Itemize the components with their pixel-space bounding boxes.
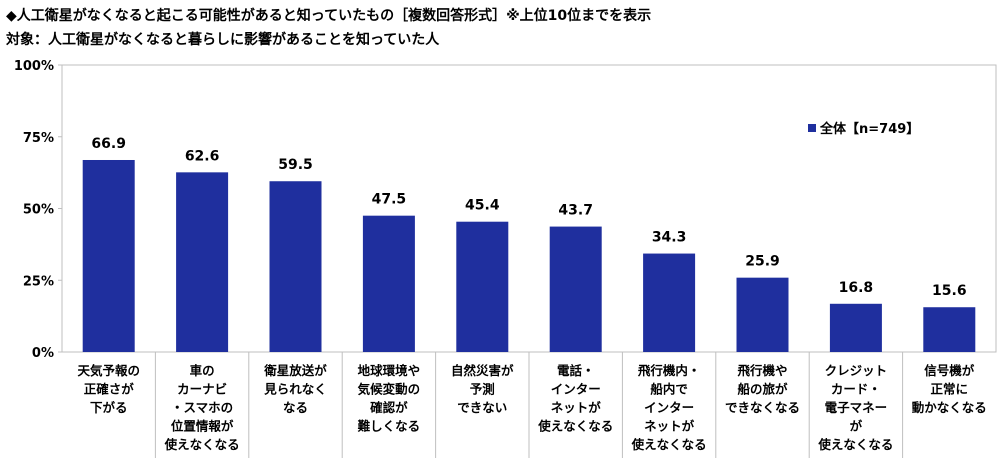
x-tick-label: 下がる xyxy=(90,400,128,415)
x-tick-label: できなくなる xyxy=(725,400,800,415)
x-tick-label: 自然災害が xyxy=(451,363,514,378)
y-tick-label: 50% xyxy=(23,203,54,218)
data-label: 47.5 xyxy=(372,192,407,208)
data-label: 34.3 xyxy=(652,230,687,246)
x-tick-label: 正確さが xyxy=(84,382,135,397)
data-label: 15.6 xyxy=(932,283,967,299)
x-tick-label: 使えなくなる xyxy=(164,437,240,452)
x-tick-label: ネットが xyxy=(644,419,695,434)
x-tick-label: インター xyxy=(644,400,694,415)
x-tick-label: 難しくなる xyxy=(358,419,421,434)
bar xyxy=(176,172,229,352)
x-tick-label: 使えなくなる xyxy=(631,437,707,452)
bar xyxy=(643,253,696,352)
x-tick-label: 使えなくなる xyxy=(537,419,613,434)
x-tick-label: 見られなく xyxy=(263,382,327,397)
legend-swatch xyxy=(808,124,816,132)
x-tick-label: 位置情報が xyxy=(171,419,234,434)
x-tick-label: 確認が xyxy=(370,400,408,415)
x-tick-label: 予測 xyxy=(470,382,495,397)
bar xyxy=(456,221,509,352)
chart-subtitle: 対象：人工衛星がなくなると暮らしに影響があることを知っていた人 xyxy=(6,32,440,48)
x-tick-label: 飛行機内・ xyxy=(637,363,701,378)
y-tick-label: 0% xyxy=(32,346,54,361)
x-tick-label: 天気予報の xyxy=(77,363,140,378)
y-tick-label: 75% xyxy=(23,131,54,146)
data-label: 16.8 xyxy=(839,280,874,296)
x-tick-label: 電話・ xyxy=(557,363,595,378)
data-label: 66.9 xyxy=(91,136,126,152)
x-tick-label: 飛行機や xyxy=(736,363,787,378)
x-tick-label: ネットが xyxy=(551,400,602,415)
legend-label: 全体【n=749】 xyxy=(819,121,919,137)
chart-title: ◆人工衛星がなくなると起こる可能性があると知っていたもの［複数回答形式］※上位1… xyxy=(6,8,652,24)
x-tick-label: カーナビ xyxy=(177,382,227,397)
data-label: 45.4 xyxy=(465,198,500,214)
x-tick-label: クレジット xyxy=(825,363,888,378)
data-label: 59.5 xyxy=(278,157,313,173)
x-tick-label: カード・ xyxy=(831,382,881,397)
x-tick-label: 船の旅が xyxy=(737,382,788,397)
bar xyxy=(362,215,415,352)
bar xyxy=(269,181,322,352)
bar xyxy=(829,303,882,352)
x-tick-label: 衛星放送が xyxy=(263,363,327,378)
x-tick-label: 信号機が xyxy=(924,363,975,378)
x-tick-label: 車の xyxy=(190,363,215,378)
data-label: 25.9 xyxy=(745,254,780,270)
x-tick-label: 動かなくなる xyxy=(912,400,987,415)
x-tick-label: 気候変動の xyxy=(358,382,421,397)
x-tick-label: インター xyxy=(551,382,601,397)
x-tick-label: 地球環境や xyxy=(358,363,421,378)
bar xyxy=(736,277,789,352)
x-tick-label: ・スマホの xyxy=(171,400,233,415)
x-tick-label: 使えなくなる xyxy=(817,437,893,452)
x-tick-label: なる xyxy=(283,400,308,415)
bar xyxy=(549,226,602,352)
bar xyxy=(923,307,976,352)
x-tick-label: 正常に xyxy=(931,382,969,397)
bar xyxy=(82,159,135,352)
data-label: 43.7 xyxy=(558,203,593,219)
x-tick-label: 船内で xyxy=(650,382,688,397)
x-tick-label: が xyxy=(850,419,863,434)
data-label: 62.6 xyxy=(185,148,220,164)
x-tick-label: 電子マネー xyxy=(825,400,888,415)
x-tick-label: できない xyxy=(457,400,507,415)
y-tick-label: 100% xyxy=(14,59,54,74)
y-tick-label: 25% xyxy=(23,274,54,289)
